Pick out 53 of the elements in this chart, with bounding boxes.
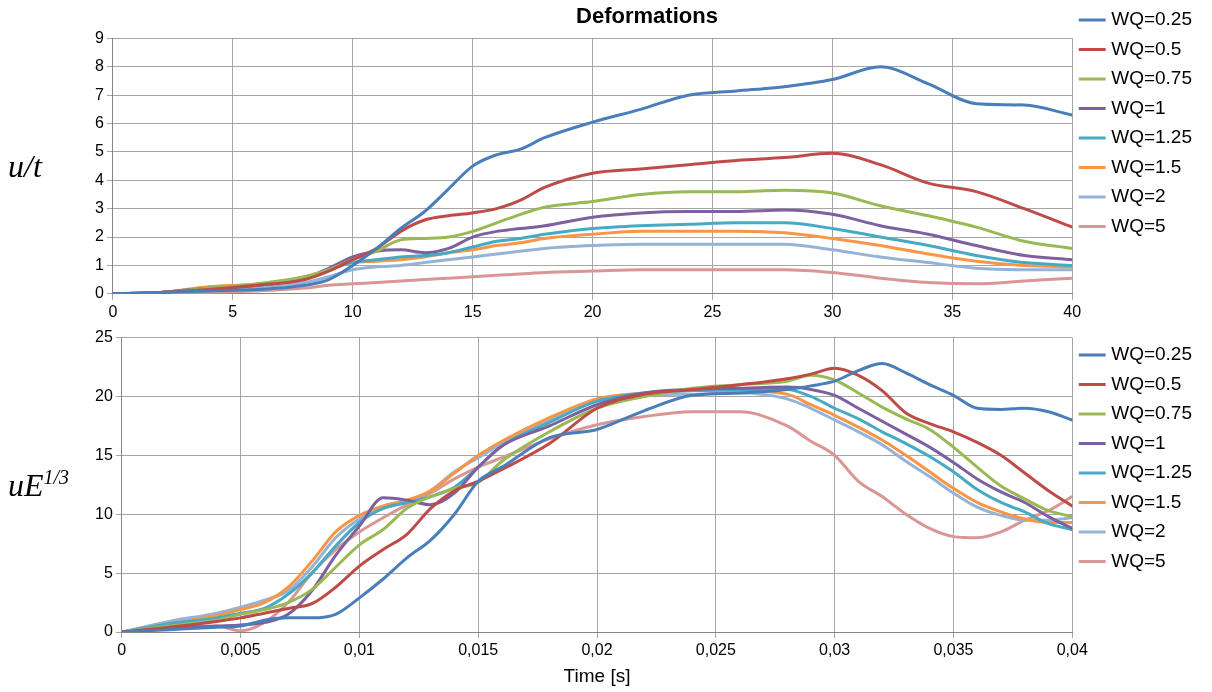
y-tick-label: 7 bbox=[94, 85, 104, 103]
y-tick-label: 8 bbox=[94, 57, 104, 75]
y-tick-label: 5 bbox=[103, 563, 113, 581]
legend-label: WQ=0.5 bbox=[1111, 372, 1182, 394]
x-tick-label: 0,03 bbox=[819, 641, 851, 659]
x-tick-label: 0,01 bbox=[343, 641, 376, 659]
x-tick-label: 20 bbox=[583, 302, 602, 320]
y-tick-label: 0 bbox=[103, 622, 113, 640]
y-axis-title: u/t bbox=[8, 147, 42, 185]
chart-title: Deformations bbox=[576, 3, 718, 29]
legend-label: WQ=1 bbox=[1111, 96, 1166, 118]
x-tick-label: 15 bbox=[463, 302, 482, 320]
x-tick-label: 5 bbox=[228, 302, 238, 320]
y-tick-label: 6 bbox=[94, 113, 104, 131]
x-tick-label: 0,04 bbox=[1056, 641, 1088, 659]
y-tick-label: 0 bbox=[94, 284, 104, 302]
y-tick-label: 2 bbox=[94, 227, 104, 245]
y-tick-label: 10 bbox=[95, 504, 113, 522]
x-tick-label: 0,005 bbox=[220, 641, 261, 659]
legend-label: WQ=2 bbox=[1111, 185, 1166, 207]
legend-label: WQ=0.5 bbox=[1111, 37, 1182, 59]
legend-label: WQ=0.25 bbox=[1111, 343, 1193, 365]
legend-label: WQ=0.75 bbox=[1111, 67, 1193, 89]
legend-label: WQ=5 bbox=[1111, 214, 1166, 236]
y-tick-label: 9 bbox=[94, 28, 104, 46]
y-axis-title: uE$^{1/3}$ bbox=[8, 465, 70, 504]
x-tick-label: 0 bbox=[117, 641, 127, 659]
y-tick-label: 3 bbox=[94, 199, 104, 217]
legend-label: WQ=2 bbox=[1111, 520, 1166, 542]
y-tick-label: 5 bbox=[94, 142, 104, 160]
y-tick-label: 25 bbox=[95, 328, 113, 346]
legend-label: WQ=1.5 bbox=[1111, 155, 1182, 177]
y-tick-label: 20 bbox=[95, 386, 113, 404]
legend-label: WQ=1.25 bbox=[1111, 126, 1193, 148]
x-tick-label: 0,02 bbox=[581, 641, 613, 659]
x-axis-title: Time [s] bbox=[563, 664, 631, 686]
x-tick-label: 0,025 bbox=[695, 641, 736, 659]
x-tick-label: 0,015 bbox=[458, 641, 499, 659]
legend-label: WQ=1.25 bbox=[1111, 461, 1193, 483]
x-tick-label: 30 bbox=[823, 302, 842, 320]
legend-label: WQ=1 bbox=[1111, 431, 1166, 453]
y-tick-label: 15 bbox=[95, 445, 113, 463]
x-tick-label: 35 bbox=[943, 302, 962, 320]
y-tick-label: 4 bbox=[94, 170, 104, 188]
legend-label: WQ=1.5 bbox=[1111, 490, 1182, 512]
y-tick-label: 1 bbox=[94, 255, 104, 273]
x-tick-label: 0,035 bbox=[933, 641, 974, 659]
legend-label: WQ=0.25 bbox=[1111, 8, 1193, 30]
x-tick-label: 10 bbox=[343, 302, 362, 320]
x-tick-label: 40 bbox=[1063, 302, 1082, 320]
legend-label: WQ=5 bbox=[1111, 549, 1166, 571]
x-tick-label: 25 bbox=[703, 302, 722, 320]
legend-label: WQ=0.75 bbox=[1111, 402, 1193, 424]
